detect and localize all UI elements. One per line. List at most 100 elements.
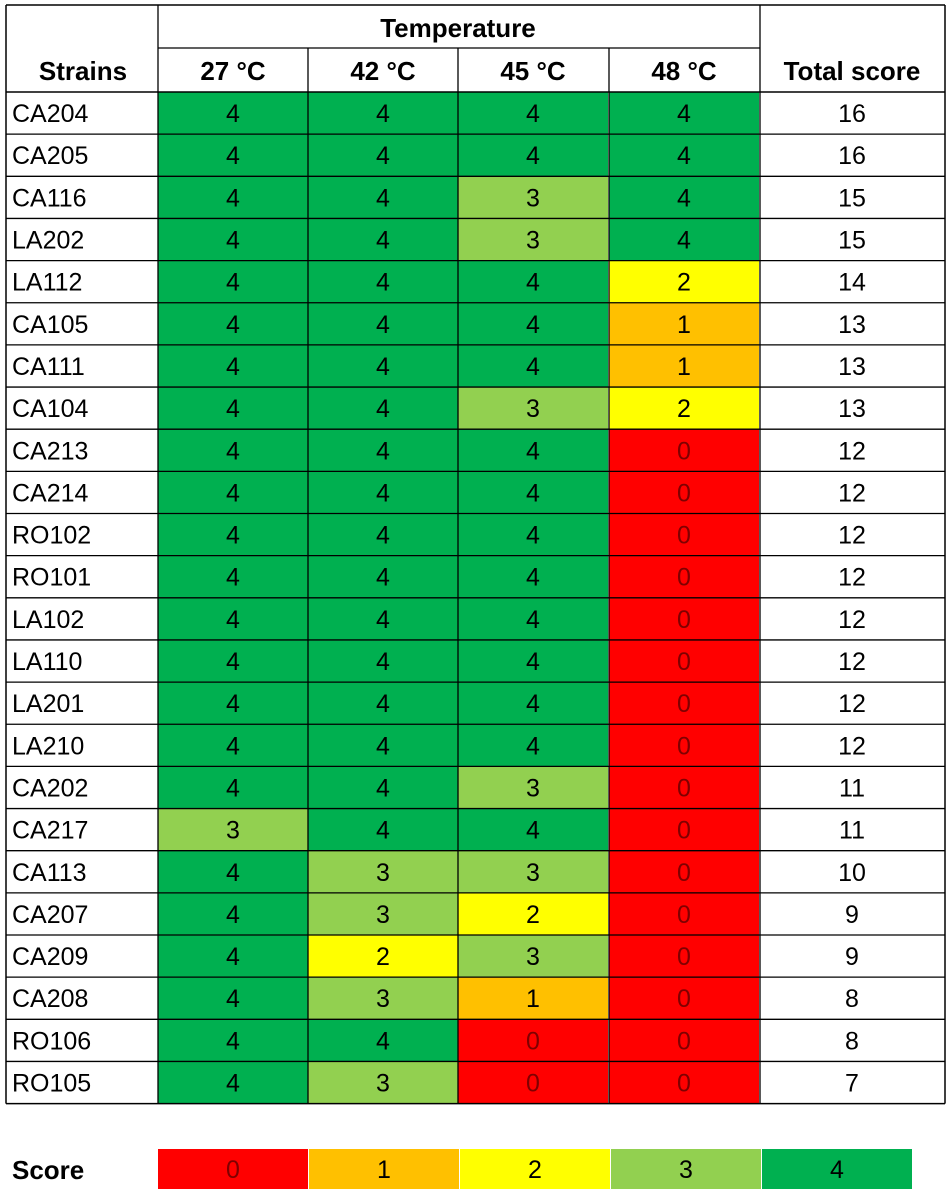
cell-value: 0 bbox=[677, 648, 691, 676]
strain-label: CA104 bbox=[12, 395, 89, 423]
heat-cell bbox=[609, 344, 759, 388]
cell-value: 4 bbox=[526, 817, 540, 845]
heat-cell bbox=[458, 218, 608, 261]
heat-cell bbox=[609, 1019, 759, 1062]
heat-cell bbox=[458, 260, 608, 303]
strain-label: RO106 bbox=[12, 1027, 91, 1055]
cell-value: 4 bbox=[376, 184, 390, 212]
cell-value: 3 bbox=[376, 859, 390, 887]
cell-value: 4 bbox=[526, 522, 540, 550]
heat-cell bbox=[458, 471, 608, 514]
heat-cell bbox=[609, 850, 759, 893]
heat-cell bbox=[158, 218, 308, 261]
cell-value: 4 bbox=[526, 269, 540, 297]
total-score-value: 10 bbox=[838, 859, 866, 887]
heat-cell bbox=[458, 682, 608, 725]
cell-value: 0 bbox=[677, 1027, 691, 1055]
cell-value: 0 bbox=[677, 564, 691, 592]
total-score-value: 7 bbox=[845, 1070, 859, 1098]
cell-value: 0 bbox=[526, 1027, 540, 1055]
cell-value: 4 bbox=[226, 985, 240, 1013]
cell-value: 4 bbox=[677, 184, 691, 212]
heat-cell bbox=[458, 513, 608, 556]
cell-value: 4 bbox=[376, 1027, 390, 1055]
strain-label: LA102 bbox=[12, 606, 84, 634]
total-score-value: 14 bbox=[838, 269, 866, 297]
heat-cell bbox=[308, 682, 458, 725]
cell-value: 2 bbox=[677, 269, 691, 297]
strain-label: CA205 bbox=[12, 142, 88, 170]
legend-title: Score bbox=[12, 1155, 84, 1185]
total-score-value: 9 bbox=[845, 943, 859, 971]
cell-value: 3 bbox=[226, 817, 240, 845]
heat-cell bbox=[308, 176, 458, 219]
legend-swatch-4 bbox=[762, 1149, 912, 1189]
heat-cell bbox=[308, 429, 458, 472]
cell-value: 0 bbox=[526, 1070, 540, 1098]
total-score-value: 12 bbox=[838, 606, 866, 634]
cell-value: 3 bbox=[376, 985, 390, 1013]
total-score-value: 8 bbox=[845, 1027, 859, 1055]
total-score-header: Total score bbox=[784, 56, 921, 86]
heat-cell bbox=[158, 597, 308, 640]
heat-cell bbox=[458, 892, 608, 935]
heat-cell bbox=[158, 724, 308, 767]
cell-value: 4 bbox=[226, 943, 240, 971]
cell-value: 4 bbox=[526, 142, 540, 170]
heat-cell bbox=[158, 513, 308, 556]
heat-cell bbox=[458, 935, 608, 978]
cell-value: 4 bbox=[226, 901, 240, 929]
strain-label: CA213 bbox=[12, 437, 88, 465]
cell-value: 0 bbox=[677, 437, 691, 465]
total-score-value: 15 bbox=[838, 184, 866, 212]
cell-value: 4 bbox=[526, 732, 540, 760]
cell-value: 0 bbox=[677, 817, 691, 845]
cell-value: 1 bbox=[677, 311, 691, 339]
strain-label: CA214 bbox=[12, 479, 89, 507]
cell-value: 0 bbox=[677, 732, 691, 760]
cell-value: 4 bbox=[376, 142, 390, 170]
heat-cell bbox=[158, 555, 308, 598]
strain-label: CA208 bbox=[12, 985, 88, 1013]
total-score-value: 9 bbox=[845, 901, 859, 929]
heat-cell bbox=[158, 387, 308, 430]
cell-value: 4 bbox=[226, 437, 240, 465]
strains-header: Strains bbox=[39, 56, 127, 86]
heat-cell bbox=[458, 639, 608, 683]
cell-value: 4 bbox=[376, 311, 390, 339]
cell-value: 4 bbox=[226, 1027, 240, 1055]
legend-swatch-3 bbox=[611, 1149, 761, 1189]
cell-value: 4 bbox=[376, 269, 390, 297]
cell-value: 4 bbox=[376, 227, 390, 255]
total-score-value: 12 bbox=[838, 522, 866, 550]
heat-cell bbox=[158, 682, 308, 725]
cell-value: 4 bbox=[226, 1070, 240, 1098]
strain-label: CA207 bbox=[12, 901, 88, 929]
cell-value: 4 bbox=[376, 817, 390, 845]
heat-cell bbox=[609, 92, 759, 135]
heat-cell bbox=[609, 387, 759, 430]
cell-value: 4 bbox=[526, 690, 540, 718]
heat-cell bbox=[609, 513, 759, 556]
strain-label: LA112 bbox=[12, 269, 82, 297]
heat-cell bbox=[458, 850, 608, 893]
heat-cell bbox=[609, 639, 759, 683]
cell-value: 4 bbox=[376, 353, 390, 381]
cell-value: 4 bbox=[226, 184, 240, 212]
heat-cell bbox=[458, 555, 608, 598]
cell-value: 3 bbox=[526, 184, 540, 212]
cell-value: 4 bbox=[376, 606, 390, 634]
cell-value: 3 bbox=[526, 859, 540, 887]
heat-cell bbox=[158, 471, 308, 514]
heat-cell bbox=[158, 429, 308, 472]
heat-cell bbox=[609, 977, 759, 1020]
total-score-value: 12 bbox=[838, 690, 866, 718]
heat-cell bbox=[458, 808, 608, 851]
heat-cell bbox=[609, 555, 759, 598]
heat-cell bbox=[458, 1061, 608, 1104]
cell-value: 4 bbox=[226, 690, 240, 718]
cell-value: 4 bbox=[526, 564, 540, 592]
cell-value: 4 bbox=[226, 522, 240, 550]
heat-cell bbox=[458, 302, 608, 345]
strain-label: CA209 bbox=[12, 943, 88, 971]
